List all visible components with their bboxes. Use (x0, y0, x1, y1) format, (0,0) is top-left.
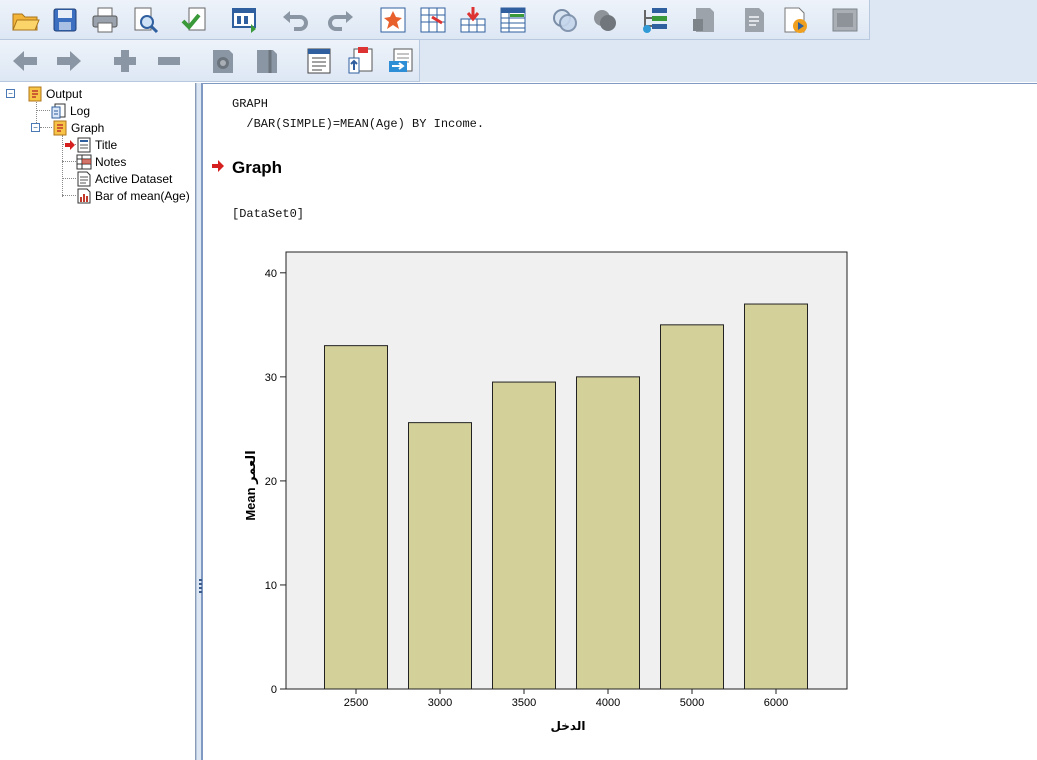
insert-heading-icon[interactable] (302, 45, 336, 77)
title-icon (76, 137, 92, 153)
outline-item-title[interactable]: Title (64, 137, 117, 153)
bar (408, 422, 472, 690)
recall-dialog-icon[interactable] (228, 4, 262, 36)
y-axis-label: Mean العمر (243, 450, 258, 520)
current-item-arrow-icon (64, 137, 76, 153)
variables-icon[interactable] (496, 4, 530, 36)
goto-variable-icon[interactable] (456, 4, 490, 36)
outline-item-label: Graph (71, 121, 105, 135)
outline-item-label: Active Dataset (95, 172, 173, 186)
toolbar-background (870, 0, 1037, 40)
outline-item-label: Log (70, 104, 91, 118)
syntax-line: GRAPH (232, 97, 269, 111)
tree-line (62, 195, 76, 196)
notes-icon (76, 154, 92, 170)
bar-chart[interactable]: 0 10 20 30 40 2500 3000 3500 4000 5000 6000 الدخل Me… (243, 234, 903, 744)
y-tick-label: 40 (265, 268, 277, 280)
outline-item-bar-chart[interactable]: Bar of mean(Age) (76, 188, 190, 204)
create-edit-autoscript-icon[interactable] (688, 4, 722, 36)
export-icon[interactable] (178, 4, 212, 36)
outline-item-output[interactable]: Output (27, 86, 82, 102)
tree-line (62, 178, 76, 179)
outline-item-label: Notes (95, 155, 127, 169)
demote-icon[interactable] (52, 45, 86, 77)
current-item-arrow-icon (212, 160, 224, 172)
save-icon[interactable] (48, 4, 82, 36)
bar (744, 303, 808, 690)
show-icon[interactable] (206, 45, 240, 77)
disabled-icon (828, 4, 862, 36)
y-tick-label: 30 (265, 372, 277, 384)
bar (324, 345, 388, 690)
output-book-icon (27, 86, 43, 102)
open-icon[interactable] (8, 4, 42, 36)
y-tick-label: 0 (271, 684, 277, 696)
x-tick-label: 4000 (596, 697, 620, 709)
syntax-line: /BAR(SIMPLE)=MEAN(Age) BY Income. (232, 117, 485, 131)
outline-toolbar (0, 40, 420, 82)
log-icon (51, 103, 67, 119)
insert-title-icon[interactable] (344, 45, 378, 77)
redo-icon[interactable] (324, 4, 358, 36)
use-sets-icon[interactable] (548, 4, 582, 36)
outline-item-active-dataset[interactable]: Active Dataset (76, 171, 172, 187)
tree-line (36, 110, 50, 111)
y-tick-label: 10 (265, 580, 277, 592)
x-axis-label: الدخل (551, 719, 586, 733)
x-tick-label: 3500 (512, 697, 536, 709)
outline-item-notes[interactable]: Notes (76, 154, 126, 170)
splitter-grip[interactable] (199, 579, 202, 593)
bar (576, 376, 640, 690)
outline-item-graph[interactable]: Graph (52, 120, 104, 136)
tree-line (62, 135, 63, 197)
output-content-pane: GRAPH /BAR(SIMPLE)=MEAN(Age) BY Income. … (203, 83, 1037, 760)
tree-line (36, 100, 37, 127)
toolbar-background (420, 40, 1037, 82)
collapse-output-toggle[interactable]: − (6, 89, 15, 98)
x-tick-label: 6000 (764, 697, 788, 709)
bar (660, 324, 724, 690)
goto-data-icon[interactable] (376, 4, 410, 36)
graph-book-icon (52, 120, 68, 136)
x-tick-label: 5000 (680, 697, 704, 709)
goto-case-icon[interactable] (416, 4, 450, 36)
print-preview-icon[interactable] (128, 4, 162, 36)
expand-icon[interactable] (108, 45, 142, 77)
outline-item-label: Title (95, 138, 118, 152)
main-toolbar (0, 0, 870, 40)
x-tick-label: 2500 (344, 697, 368, 709)
tree-line (62, 161, 76, 162)
run-script-icon[interactable] (738, 4, 772, 36)
y-tick-label: 20 (265, 476, 277, 488)
chart-icon (76, 188, 92, 204)
tree-line (40, 127, 52, 128)
output-outline-pane: − Output Log − Graph Title Notes (0, 83, 196, 760)
collapse-icon[interactable] (152, 45, 186, 77)
promote-icon[interactable] (8, 45, 42, 77)
outline-item-label: Bar of mean(Age) (95, 189, 190, 203)
outline-item-label: Output (46, 87, 83, 101)
output-heading[interactable]: Graph (232, 158, 283, 177)
active-dataset-text[interactable]: [DataSet0] (232, 207, 305, 221)
bar (492, 381, 556, 690)
show-all-variables-icon[interactable] (588, 4, 622, 36)
spellcheck-icon[interactable] (778, 4, 812, 36)
command-syntax[interactable]: GRAPH /BAR(SIMPLE)=MEAN(Age) BY Income. (232, 94, 484, 134)
hide-icon[interactable] (250, 45, 284, 77)
active-dataset-icon (76, 171, 92, 187)
insert-text-icon[interactable] (384, 45, 418, 77)
x-tick-label: 3000 (428, 697, 452, 709)
pane-splitter[interactable] (196, 83, 203, 760)
designate-window-icon[interactable] (638, 4, 672, 36)
print-icon[interactable] (88, 4, 122, 36)
collapse-graph-toggle[interactable]: − (31, 123, 40, 132)
outline-item-log[interactable]: Log (51, 103, 90, 119)
undo-icon[interactable] (278, 4, 312, 36)
